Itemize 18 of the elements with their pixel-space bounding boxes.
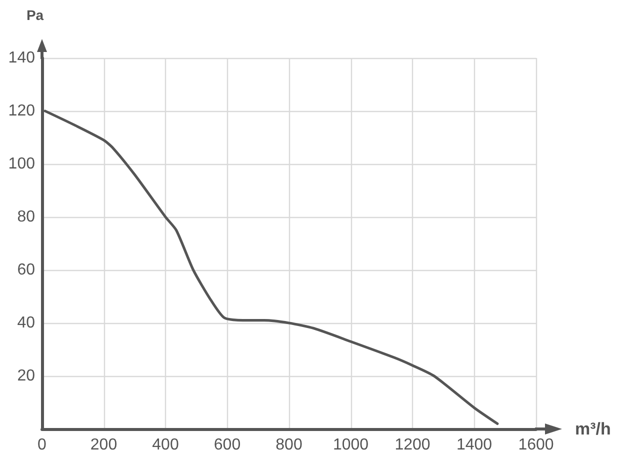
x-tick-label: 1600 <box>518 436 554 454</box>
y-tick-label: 120 <box>8 102 36 120</box>
y-axis-title: Pa <box>26 7 44 23</box>
x-tick-label: 200 <box>90 436 118 454</box>
y-tick-label: 140 <box>8 50 36 66</box>
x-tick-label: 1400 <box>456 436 492 454</box>
y-tick-label: 40 <box>17 314 36 332</box>
y-tick-label: 20 <box>17 368 36 384</box>
x-tick-label: 1200 <box>394 436 430 454</box>
x-tick-label: 400 <box>152 436 179 454</box>
y-tick-label: 60 <box>17 262 36 278</box>
y-tick-label: 100 <box>8 156 36 172</box>
x-axis-title: m³/h <box>575 420 611 438</box>
x-tick-label: 800 <box>276 436 302 454</box>
x-tick-label: 1000 <box>332 436 369 454</box>
x-tick-label: 600 <box>214 436 241 454</box>
x-tick-label: 0 <box>38 436 47 454</box>
y-tick-label: 80 <box>17 208 36 226</box>
